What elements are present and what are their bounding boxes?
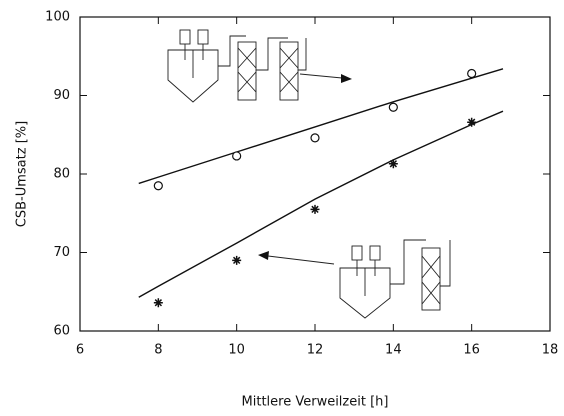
star-marker xyxy=(232,255,242,265)
circle-marker xyxy=(153,181,163,191)
plot-frame xyxy=(79,16,551,332)
x-tick-label: 12 xyxy=(307,343,324,358)
star-marker xyxy=(310,204,320,214)
y-tick-label: 90 xyxy=(53,88,70,103)
schematic-lower xyxy=(339,239,451,319)
x-tick-label: 14 xyxy=(385,343,402,358)
x-axis-label: Mittlere Verweilzeit [h] xyxy=(242,395,389,410)
circle-marker xyxy=(388,102,398,112)
star-marker xyxy=(153,298,163,308)
x-tick-label: 10 xyxy=(228,343,245,358)
x-tick-label: 8 xyxy=(154,343,162,358)
x-tick-label: 18 xyxy=(542,343,559,358)
star-marker xyxy=(467,117,477,127)
y-axis-label: CSB-Umsatz [%] xyxy=(15,121,30,227)
x-tick-label: 6 xyxy=(76,343,84,358)
star-marker xyxy=(388,159,398,169)
schematic-upper xyxy=(167,29,307,103)
fit-curve xyxy=(138,110,504,298)
arrows xyxy=(258,73,352,265)
circle-marker xyxy=(232,151,242,161)
fit-curve xyxy=(138,68,504,185)
y-tick-label: 80 xyxy=(53,167,70,182)
x-tick-label: 16 xyxy=(463,343,480,358)
y-tick-label: 60 xyxy=(53,324,70,339)
y-tick-label: 100 xyxy=(45,10,70,25)
circle-marker xyxy=(467,68,477,79)
circle-marker xyxy=(310,133,320,143)
y-tick-label: 70 xyxy=(53,245,70,260)
